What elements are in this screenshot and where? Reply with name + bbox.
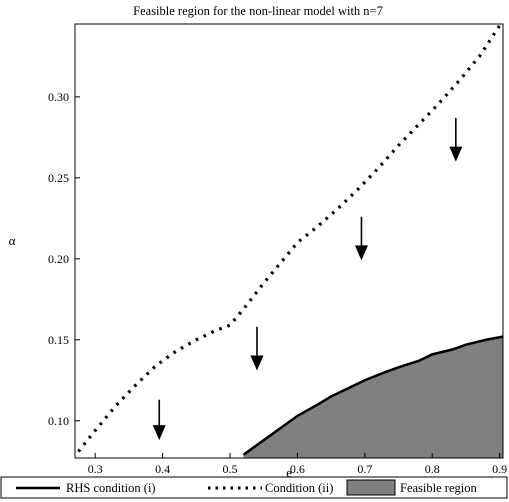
x-axis-label: e <box>286 465 292 480</box>
x-tick-label-2: 0.5 <box>223 462 238 476</box>
condition-ii-dotted-line <box>77 24 501 453</box>
arrow-head-0 <box>152 425 166 441</box>
y-axis: 0.10 0.15 0.20 0.25 0.30 <box>48 90 80 428</box>
chart-title: Feasible region for the non-linear model… <box>133 4 383 18</box>
plot-area <box>74 23 504 459</box>
y-tick-label-4: 0.30 <box>48 90 69 104</box>
x-tick-label-4: 0.7 <box>357 462 372 476</box>
arrow-head-1 <box>250 355 264 371</box>
rhs-condition-line <box>242 335 503 456</box>
y-axis-label: α <box>9 233 16 248</box>
x-tick-label-5: 0.8 <box>425 462 440 476</box>
legend-label-rhs-condition: RHS condition (i) <box>66 481 156 495</box>
x-tick-label-3: 0.6 <box>290 462 305 476</box>
condition-ii-path <box>77 24 501 453</box>
arrow-head-2 <box>354 245 368 261</box>
x-tick-label-6: 0.9 <box>492 462 507 476</box>
legend-label-feasible-region: Feasible region <box>400 481 477 495</box>
y-tick-label-0: 0.10 <box>48 414 69 428</box>
x-tick-label-0: 0.3 <box>88 462 103 476</box>
feasible-region-area <box>243 336 503 458</box>
arrow-head-3 <box>449 146 463 162</box>
plot-frame <box>74 23 504 459</box>
x-tick-label-1: 0.4 <box>155 462 170 476</box>
y-tick-label-1: 0.15 <box>48 333 69 347</box>
legend: RHS condition (i) Condition (ii) Feasibl… <box>0 476 508 499</box>
legend-swatch-feasible-region <box>346 479 396 496</box>
y-tick-label-2: 0.20 <box>48 252 69 266</box>
x-axis: 0.3 0.4 0.5 0.6 0.7 0.8 0.9 <box>88 453 507 476</box>
annotations <box>152 117 463 441</box>
y-tick-label-3: 0.25 <box>48 171 69 185</box>
legend-label-condition-ii: Condition (ii) <box>265 481 333 495</box>
